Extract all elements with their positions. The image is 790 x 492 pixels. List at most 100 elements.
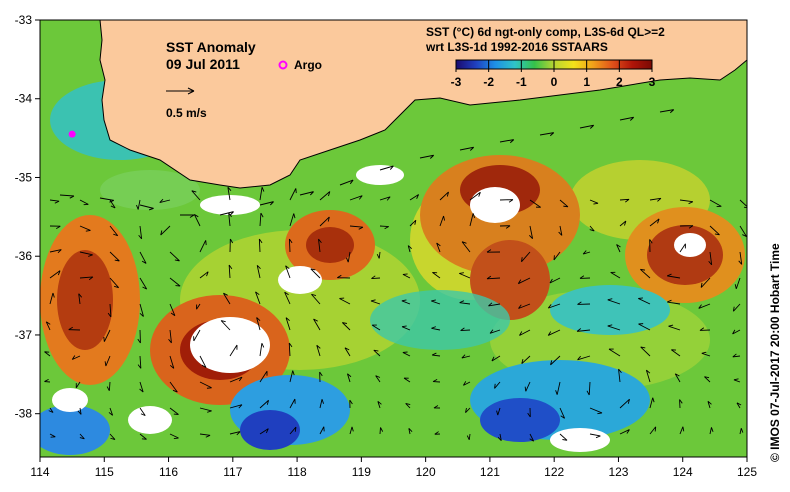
current-arrow [674,373,681,383]
current-arrow [289,213,296,227]
current-arrow [666,299,681,305]
current-arrow [196,303,201,310]
current-arrow [259,399,270,409]
current-arrow [319,191,331,201]
current-arrow [229,404,243,409]
current-arrow [496,407,501,416]
current-arrow [589,407,603,415]
lon-tick-label: 115 [95,465,114,479]
current-arrow [337,274,351,279]
current-arrow [739,199,747,209]
current-arrow [439,191,449,201]
current-arrow [559,407,566,419]
map-title: SST Anomaly [166,39,256,55]
current-arrow [402,351,411,357]
current-arrow [700,277,711,288]
current-arrow [618,368,622,383]
current-arrow [139,204,154,211]
current-arrow [259,428,269,435]
current-arrow [732,353,741,358]
current-arrow [555,381,561,395]
current-arrow [168,329,172,344]
current-arrow [518,303,531,309]
current-arrow [408,427,413,435]
current-arrow [310,268,321,279]
current-arrow [527,407,531,418]
current-arrow [79,199,89,206]
current-arrow [704,376,711,383]
current-arrow [169,251,180,262]
lat-tick-label: -37 [15,328,33,342]
current-velocity-arrows [44,109,747,442]
current-arrow [619,398,630,409]
current-arrow [259,342,265,357]
current-arrow [649,218,660,227]
current-arrow [431,326,441,331]
current-arrow [433,405,441,409]
current-arrow [402,273,411,279]
current-arrow [59,194,75,199]
lat-tick-label: -33 [15,13,33,27]
current-arrow [256,264,261,279]
current-arrow [461,354,471,359]
current-arrow [610,271,621,279]
current-arrow [137,355,142,369]
current-arrow [460,327,471,332]
current-arrow [524,381,531,392]
current-arrow [432,378,441,383]
current-arrow [375,375,381,383]
current-arrow [489,329,501,334]
current-arrow [529,433,535,442]
current-arrow [223,292,231,305]
current-arrow [405,402,411,409]
current-arrow [732,303,741,312]
current-arrow [339,179,354,186]
current-arrow [169,433,179,440]
current-arrow [106,381,111,391]
current-arrow [679,199,694,205]
current-arrow [638,297,651,305]
current-arrow [349,399,353,409]
colorbar-tick-label: 1 [583,75,590,89]
current-arrow [284,291,291,305]
current-arrow [318,238,322,253]
current-arrow [229,431,241,436]
current-arrow [679,399,683,409]
current-arrow [319,216,330,227]
current-arrow [619,429,630,435]
current-arrow [229,344,238,357]
current-arrow [559,433,568,441]
current-arrow [229,376,243,383]
current-arrow [289,398,296,409]
current-arrow [550,355,561,366]
current-arrow [401,299,411,305]
current-arrow [49,433,56,438]
current-arrow [376,251,381,259]
current-arrow [582,250,591,255]
current-arrow [219,211,234,216]
current-arrow [434,431,441,435]
current-arrow [491,355,501,362]
sst-anomaly-patches [40,80,745,455]
current-arrow [739,428,744,435]
current-arrow [698,303,711,309]
lat-tick-label: -34 [15,92,33,106]
current-arrow [497,433,502,442]
current-arrow [466,433,471,441]
current-arrow [104,355,111,367]
lon-tick-label: 116 [159,465,178,479]
current-arrow [579,124,595,129]
current-arrow [659,109,675,114]
current-arrow [553,251,561,261]
current-arrow [707,400,712,409]
lon-tick-label: 122 [544,465,564,479]
current-arrow [616,244,621,253]
current-arrow [738,251,743,265]
current-arrow [589,225,595,232]
current-arrow [736,402,742,409]
lon-tick-label: 117 [223,465,242,479]
current-arrow [521,355,531,365]
current-arrow [649,426,657,435]
current-arrow [199,407,212,413]
